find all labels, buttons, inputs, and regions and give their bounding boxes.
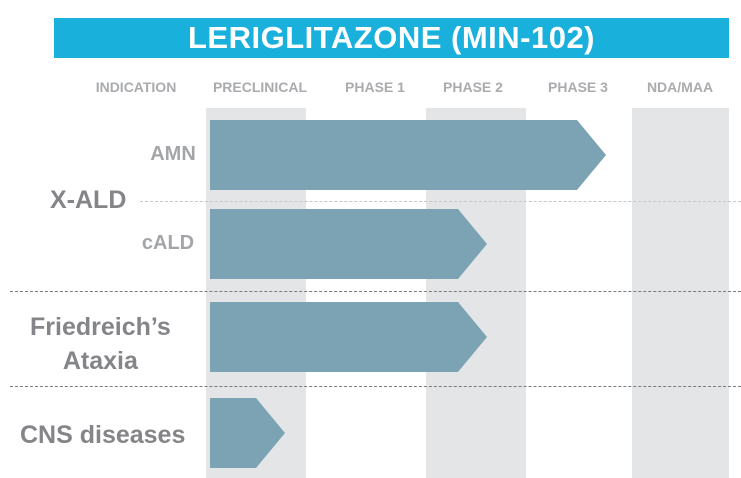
group-label-xald: X-ALD xyxy=(50,186,127,214)
group-label-cns-diseases: CNS diseases xyxy=(20,421,186,449)
separator-xald-friedreich xyxy=(10,291,741,292)
separator-friedreich-cns xyxy=(10,386,741,387)
column-header-phase3: PHASE 3 xyxy=(548,79,608,95)
program-label-cald: cALD xyxy=(141,232,195,254)
column-header-phase2: PHASE 2 xyxy=(443,79,503,95)
column-header-preclinical: PRECLINICAL xyxy=(212,79,308,95)
title-banner: LERIGLITAZONE (MIN-102) xyxy=(54,18,729,58)
column-header-indication: INDICATION xyxy=(95,79,177,95)
bar-cald xyxy=(210,209,487,279)
group-label-line2: Ataxia xyxy=(62,346,138,375)
column-header-nda-maa: NDA/MAA xyxy=(646,79,714,95)
group-label-friedreichs-ataxia: Friedreich’s Ataxia xyxy=(30,311,171,379)
column-header-phase1: PHASE 1 xyxy=(345,79,405,95)
column-bg-nda-maa xyxy=(632,108,729,478)
title-text: LERIGLITAZONE (MIN-102) xyxy=(187,20,596,55)
program-label-amn: AMN xyxy=(150,143,196,165)
bar-cns-diseases xyxy=(210,398,285,468)
bar-amn xyxy=(210,120,606,190)
bar-friedreichs-ataxia xyxy=(210,302,487,372)
group-label-line1: Friedreich’s xyxy=(30,313,171,341)
separator-xald-subrows xyxy=(140,201,741,202)
